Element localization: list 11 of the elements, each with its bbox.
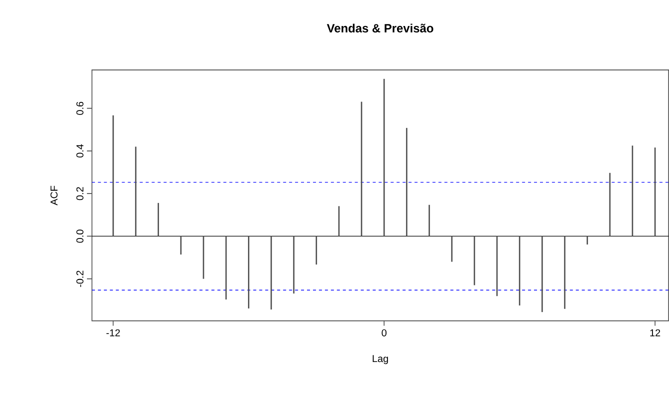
y-tick-label: 0.4: [76, 144, 84, 158]
x-tick-label: -12: [106, 329, 120, 336]
y-tick-label: 0.0: [76, 230, 84, 243]
x-tick-label: 12: [650, 329, 660, 336]
x-axis-title: Lag: [372, 355, 388, 364]
x-tick-label: 0: [382, 329, 386, 336]
y-tick-label: 0.6: [76, 102, 84, 115]
y-axis-title: ACF: [50, 186, 58, 206]
y-tick-label: 0.2: [76, 187, 84, 200]
chart-title: Vendas & Previsão: [326, 24, 434, 33]
y-tick-label: -0.2: [76, 270, 84, 288]
